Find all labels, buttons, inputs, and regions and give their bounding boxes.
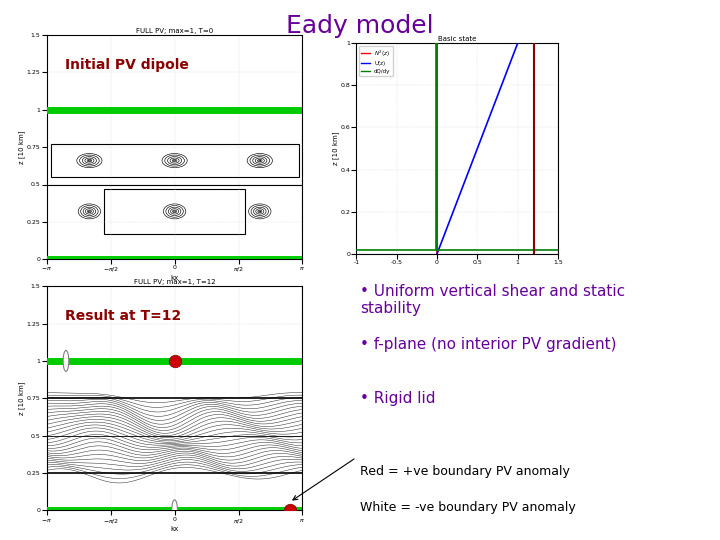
dQ/dy	[433, 40, 441, 46]
Bar	[104, 189, 245, 234]
dQ/dy	[432, 246, 441, 253]
Circle shape	[172, 500, 177, 521]
X-axis label: kx: kx	[171, 275, 179, 281]
Y-axis label: z [10 km]: z [10 km]	[332, 132, 339, 165]
Text: • Rigid lid: • Rigid lid	[360, 392, 436, 407]
Y-axis label: z [10 km]: z [10 km]	[19, 130, 25, 164]
X-axis label: kx: kx	[171, 526, 179, 532]
Title: FULL PV; max=1, T=12: FULL PV; max=1, T=12	[134, 279, 215, 285]
Text: Result at T=12: Result at T=12	[65, 309, 181, 322]
Y-axis label: z [10 km]: z [10 km]	[19, 381, 25, 415]
Text: • f-plane (no interior PV gradient): • f-plane (no interior PV gradient)	[360, 338, 616, 353]
Text: Initial PV dipole: Initial PV dipole	[65, 57, 189, 71]
dQ/dy	[432, 40, 441, 46]
Title: Basic state: Basic state	[438, 36, 477, 42]
dQ/dy	[554, 246, 562, 253]
Text: • Uniform vertical shear and static
stability: • Uniform vertical shear and static stab…	[360, 284, 625, 316]
Legend: $N^2(z)$, U(z), dQ/dy: $N^2(z)$, U(z), dQ/dy	[359, 46, 393, 76]
Circle shape	[63, 350, 69, 372]
Text: White = -ve boundary PV anomaly: White = -ve boundary PV anomaly	[360, 501, 576, 514]
Line: dQ/dy: dQ/dy	[356, 43, 558, 249]
dQ/dy	[352, 246, 361, 253]
Title: FULL PV; max=1, T=0: FULL PV; max=1, T=0	[136, 28, 213, 34]
Text: Eady model: Eady model	[286, 14, 434, 37]
Text: Red = +ve boundary PV anomaly: Red = +ve boundary PV anomaly	[360, 465, 570, 478]
dQ/dy	[433, 246, 441, 253]
Bar	[50, 144, 299, 177]
